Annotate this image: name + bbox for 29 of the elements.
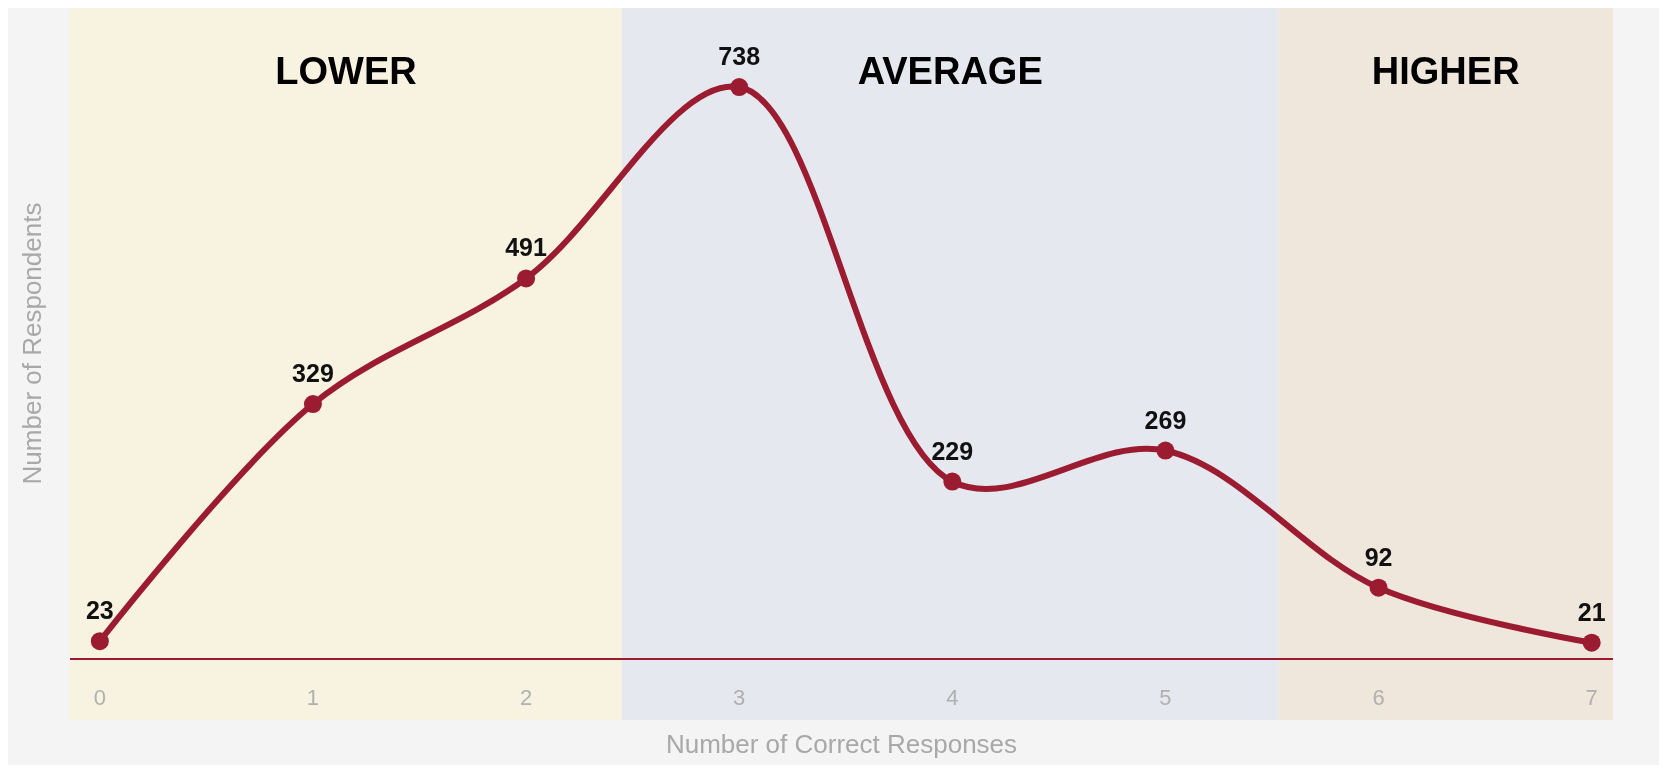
x-tick-label: 6 <box>1372 685 1385 710</box>
data-label: 329 <box>292 359 334 388</box>
data-label: 23 <box>85 596 114 625</box>
point <box>517 269 536 288</box>
point <box>1369 578 1388 597</box>
band-label: AVERAGE <box>857 50 1043 92</box>
band-label: LOWER <box>275 50 417 92</box>
x-tick-label: 0 <box>93 685 106 710</box>
point <box>730 78 749 97</box>
point <box>943 472 962 491</box>
y-axis-title: Number of Respondents <box>17 202 47 485</box>
point <box>1156 441 1175 460</box>
point <box>303 395 322 414</box>
x-tick-label: 3 <box>733 685 746 710</box>
data-label: 21 <box>1577 597 1606 626</box>
x-tick-label: 4 <box>946 685 959 710</box>
point <box>1582 633 1601 652</box>
data-label: 269 <box>1144 405 1187 434</box>
data-label: 229 <box>931 436 974 465</box>
point <box>90 632 109 651</box>
x-tick-label: 1 <box>306 685 320 710</box>
x-tick-label: 7 <box>1585 685 1598 710</box>
band-label: HIGHER <box>1371 50 1520 92</box>
data-label: 491 <box>505 233 548 262</box>
x-tick-label: 5 <box>1159 685 1172 710</box>
x-axis-title: Number of Correct Responses <box>665 729 1018 759</box>
data-label: 92 <box>1364 542 1393 571</box>
x-tick-label: 2 <box>519 685 533 710</box>
data-label: 738 <box>718 42 761 71</box>
